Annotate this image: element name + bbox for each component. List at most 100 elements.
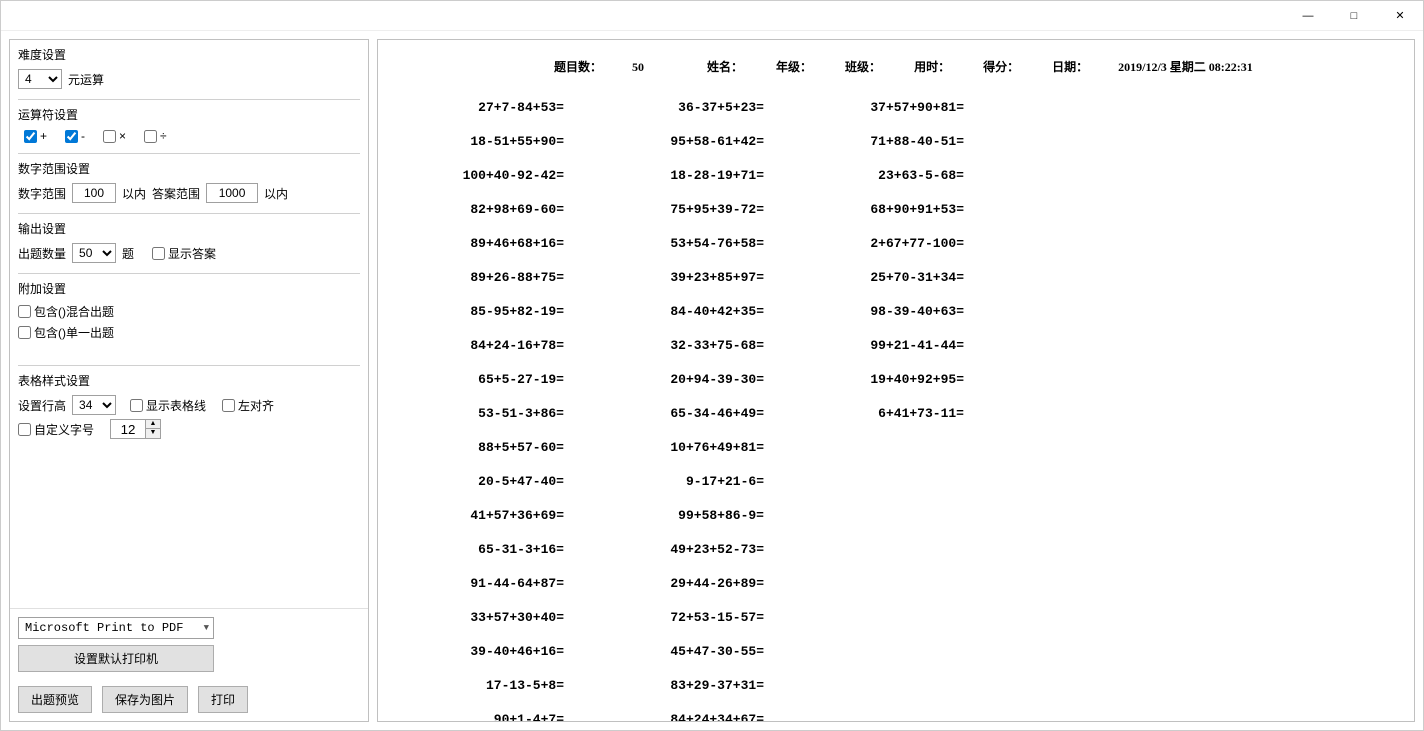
problem-item: 39-40+46+16= xyxy=(470,635,594,669)
ans-range-within: 以内 xyxy=(264,185,288,202)
range-section: 数字范围设置 数字范围 以内 答案范围 以内 xyxy=(18,153,360,211)
rowheight-label: 设置行高 xyxy=(18,397,66,414)
count-unit: 题 xyxy=(122,245,134,262)
ans-range-label: 答案范围 xyxy=(152,185,200,202)
problem-item: 99+21-41-44= xyxy=(870,329,994,363)
output-title: 输出设置 xyxy=(18,220,360,237)
problem-item: 71+88-40-51= xyxy=(870,125,994,159)
attach-title: 附加设置 xyxy=(18,280,360,297)
problems-grid: 27+7-84+53=18-51+55+90=100+40-92-42=82+9… xyxy=(394,91,1398,722)
spinner-up-icon[interactable]: ▲ xyxy=(146,420,160,429)
problem-item: 68+90+91+53= xyxy=(870,193,994,227)
problem-item: 37+57+90+81= xyxy=(870,91,994,125)
problem-item: 33+57+30+40= xyxy=(470,601,594,635)
operator-label: - xyxy=(81,129,85,143)
problem-item: 65-34-46+49= xyxy=(670,397,794,431)
show-answer-checkbox[interactable] xyxy=(152,247,165,260)
close-button[interactable]: ✕ xyxy=(1377,1,1423,31)
operator-check-×[interactable]: × xyxy=(103,129,126,143)
problem-item: 39+23+85+97= xyxy=(670,261,794,295)
problem-column: 27+7-84+53=18-51+55+90=100+40-92-42=82+9… xyxy=(394,91,594,722)
problem-item: 99+58+86-9= xyxy=(678,499,794,533)
operator-checkbox[interactable] xyxy=(103,130,116,143)
default-printer-button[interactable]: 设置默认打印机 xyxy=(18,645,214,672)
problem-item: 17-13-5+8= xyxy=(486,669,594,703)
count-label: 出题数量 xyxy=(18,245,66,262)
problem-item: 10+76+49+81= xyxy=(670,431,794,465)
problem-item: 84+24-16+78= xyxy=(470,329,594,363)
show-answer-label: 显示答案 xyxy=(168,245,216,262)
problem-item: 89+26-88+75= xyxy=(470,261,594,295)
operator-check-+[interactable]: + xyxy=(24,129,47,143)
count-select[interactable]: 50 xyxy=(72,243,116,263)
printer-select[interactable]: Microsoft Print to PDF ▼ xyxy=(18,617,214,639)
rowheight-select[interactable]: 34 xyxy=(72,395,116,415)
problem-item: 45+47-30-55= xyxy=(670,635,794,669)
problem-item: 65-31-3+16= xyxy=(478,533,594,567)
operators-section: 运算符设置 +-×÷ xyxy=(18,99,360,151)
fontsize-input[interactable] xyxy=(111,420,145,438)
mix-checkbox[interactable] xyxy=(18,305,31,318)
ans-range-input[interactable] xyxy=(206,183,258,203)
showgrid-label: 显示表格线 xyxy=(146,397,206,414)
problem-item: 32-33+75-68= xyxy=(670,329,794,363)
body: 难度设置 4 元运算 运算符设置 +-×÷ 数字范围设置 数字范围 xyxy=(1,31,1423,730)
operator-label: × xyxy=(119,129,126,143)
operator-checkbox[interactable] xyxy=(144,130,157,143)
minimize-button[interactable]: — xyxy=(1285,1,1331,31)
single-checkbox[interactable] xyxy=(18,326,31,339)
range-title: 数字范围设置 xyxy=(18,160,360,177)
problem-item: 6+41+73-11= xyxy=(878,397,994,431)
leftalign-checkbox[interactable] xyxy=(222,399,235,412)
main-window: — □ ✕ 难度设置 4 元运算 运算符设置 +-×÷ xyxy=(0,0,1424,731)
problem-item: 23+63-5-68= xyxy=(878,159,994,193)
preview-button[interactable]: 出题预览 xyxy=(18,686,92,713)
problem-item: 9-17+21-6= xyxy=(686,465,794,499)
problem-item: 53-51-3+86= xyxy=(478,397,594,431)
problem-item: 90+1-4+7= xyxy=(494,703,594,722)
problem-item: 85-95+82-19= xyxy=(470,295,594,329)
save-image-button[interactable]: 保存为图片 xyxy=(102,686,188,713)
problem-item: 84-40+42+35= xyxy=(670,295,794,329)
problem-item: 49+23+52-73= xyxy=(670,533,794,567)
problem-item: 65+5-27-19= xyxy=(478,363,594,397)
problem-item: 72+53-15-57= xyxy=(670,601,794,635)
attach-section: 附加设置 包含()混合出题 包含()单一出题 xyxy=(18,273,360,363)
maximize-button[interactable]: □ xyxy=(1331,1,1377,31)
print-button[interactable]: 打印 xyxy=(198,686,248,713)
spinner-down-icon[interactable]: ▼ xyxy=(146,429,160,438)
problem-item: 19+40+92+95= xyxy=(870,363,994,397)
table-section: 表格样式设置 设置行高 34 显示表格线 左对齐 xyxy=(18,365,360,447)
fontsize-spinner[interactable]: ▲ ▼ xyxy=(110,419,161,439)
problem-item: 2+67+77-100= xyxy=(870,227,994,261)
difficulty-title: 难度设置 xyxy=(18,46,360,63)
problem-item: 53+54-76+58= xyxy=(670,227,794,261)
problem-column: 37+57+90+81=71+88-40-51=23+63-5-68=68+90… xyxy=(794,91,994,722)
problem-item: 41+57+36+69= xyxy=(470,499,594,533)
problem-item: 27+7-84+53= xyxy=(478,91,594,125)
problem-item: 91-44-64+87= xyxy=(470,567,594,601)
difficulty-select[interactable]: 4 xyxy=(18,69,62,89)
num-range-input[interactable] xyxy=(72,183,116,203)
operator-check--[interactable]: - xyxy=(65,129,85,143)
problem-item: 18-28-19+71= xyxy=(670,159,794,193)
table-title: 表格样式设置 xyxy=(18,372,360,389)
preview-area: 题目数：50 姓名： 年级： 班级： 用时： 得分： 日期：2019/12/3 … xyxy=(377,39,1415,722)
operator-check-÷[interactable]: ÷ xyxy=(144,129,167,143)
problem-item: 100+40-92-42= xyxy=(463,159,594,193)
operator-label: ÷ xyxy=(160,129,167,143)
fontsize-checkbox[interactable] xyxy=(18,423,31,436)
operator-label: + xyxy=(40,129,47,143)
problem-item: 25+70-31+34= xyxy=(870,261,994,295)
showgrid-checkbox[interactable] xyxy=(130,399,143,412)
operator-checkbox[interactable] xyxy=(65,130,78,143)
problem-item: 82+98+69-60= xyxy=(470,193,594,227)
fontsize-label: 自定义字号 xyxy=(34,421,94,438)
single-label: 包含()单一出题 xyxy=(34,324,114,341)
problem-item: 18-51+55+90= xyxy=(470,125,594,159)
problem-item: 75+95+39-72= xyxy=(670,193,794,227)
page-header: 题目数：50 姓名： 年级： 班级： 用时： 得分： 日期：2019/12/3 … xyxy=(394,58,1398,75)
problem-item: 83+29-37+31= xyxy=(670,669,794,703)
leftalign-label: 左对齐 xyxy=(238,397,274,414)
operator-checkbox[interactable] xyxy=(24,130,37,143)
